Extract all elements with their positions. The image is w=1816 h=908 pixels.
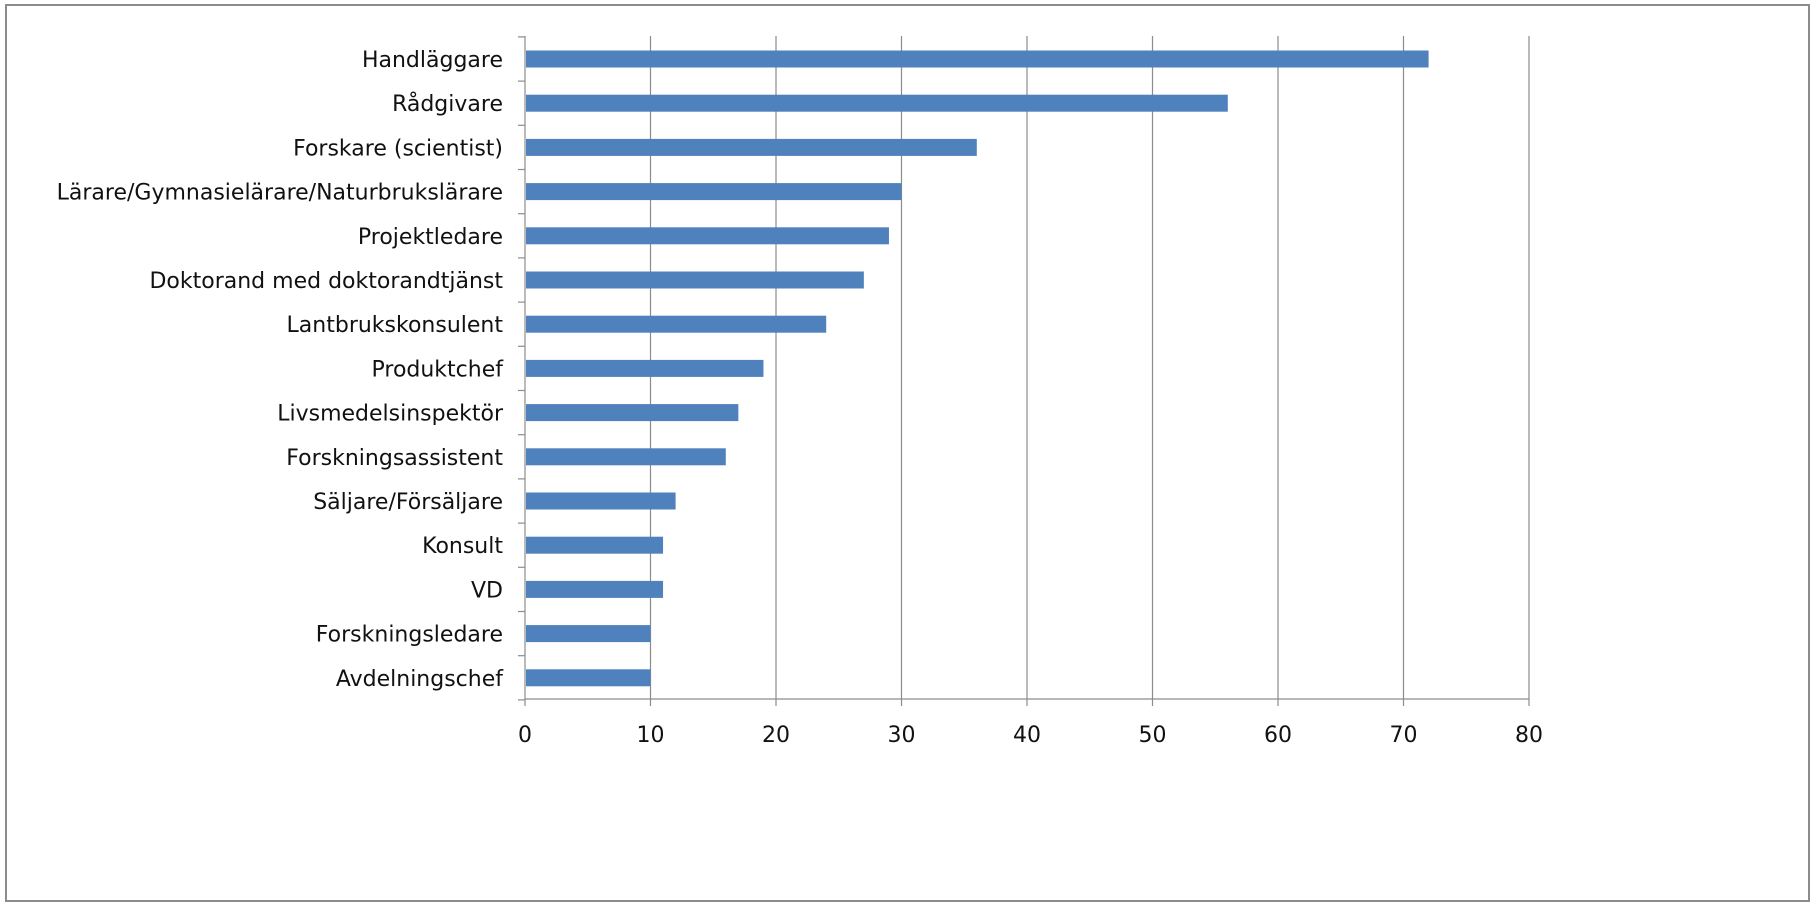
category-label: Konsult [422,534,503,559]
grid-layer [651,36,1530,699]
bar [526,669,651,686]
bar [526,95,1228,112]
category-label: Forskare (scientist) [293,136,503,161]
bar [526,139,977,156]
x-tick-label: 50 [1139,723,1167,748]
bar [526,360,763,377]
chart-frame: 0 10 20 30 40 50 60 70 80 Handläggare Rådgivare For… [5,4,1810,902]
x-tick-label: 70 [1390,723,1418,748]
category-label: Forskningsledare [316,623,503,648]
bar [526,404,738,421]
x-tick-label: 60 [1264,723,1292,748]
category-label: Produktchef [372,357,505,382]
bar [526,183,902,200]
bar [526,448,726,465]
bar [526,272,864,289]
bar-layer [526,51,1429,687]
category-label: Forskningsassistent [286,446,503,471]
bar [526,51,1429,68]
x-tick-label: 10 [637,723,665,748]
category-label: Säljare/Försäljare [313,490,503,515]
bar [526,316,826,333]
category-label: Lantbrukskonsulent [287,313,504,338]
bar [526,581,663,598]
x-tick-label: 20 [762,723,790,748]
category-label: Livsmedelsinspektör [277,402,504,427]
bar [526,227,889,244]
category-label: Handläggare [362,48,503,73]
x-tick-label: 30 [888,723,916,748]
category-label: VD [471,578,503,603]
x-tick-label: 40 [1013,723,1041,748]
x-tick-label: 80 [1515,723,1543,748]
bar-chart: 0 10 20 30 40 50 60 70 80 Handläggare Rådgivare For… [7,6,1812,904]
category-label: Doktorand med doktorandtjänst [149,269,503,294]
category-label: Projektledare [358,225,503,250]
bar [526,625,651,642]
bar [526,537,663,554]
x-tick-label: 0 [518,723,532,748]
category-label: Rådgivare [392,91,503,117]
category-label: Lärare/Gymnasielärare/Naturbrukslärare [57,181,503,206]
bar [526,493,676,510]
category-label: Avdelningschef [336,667,504,692]
